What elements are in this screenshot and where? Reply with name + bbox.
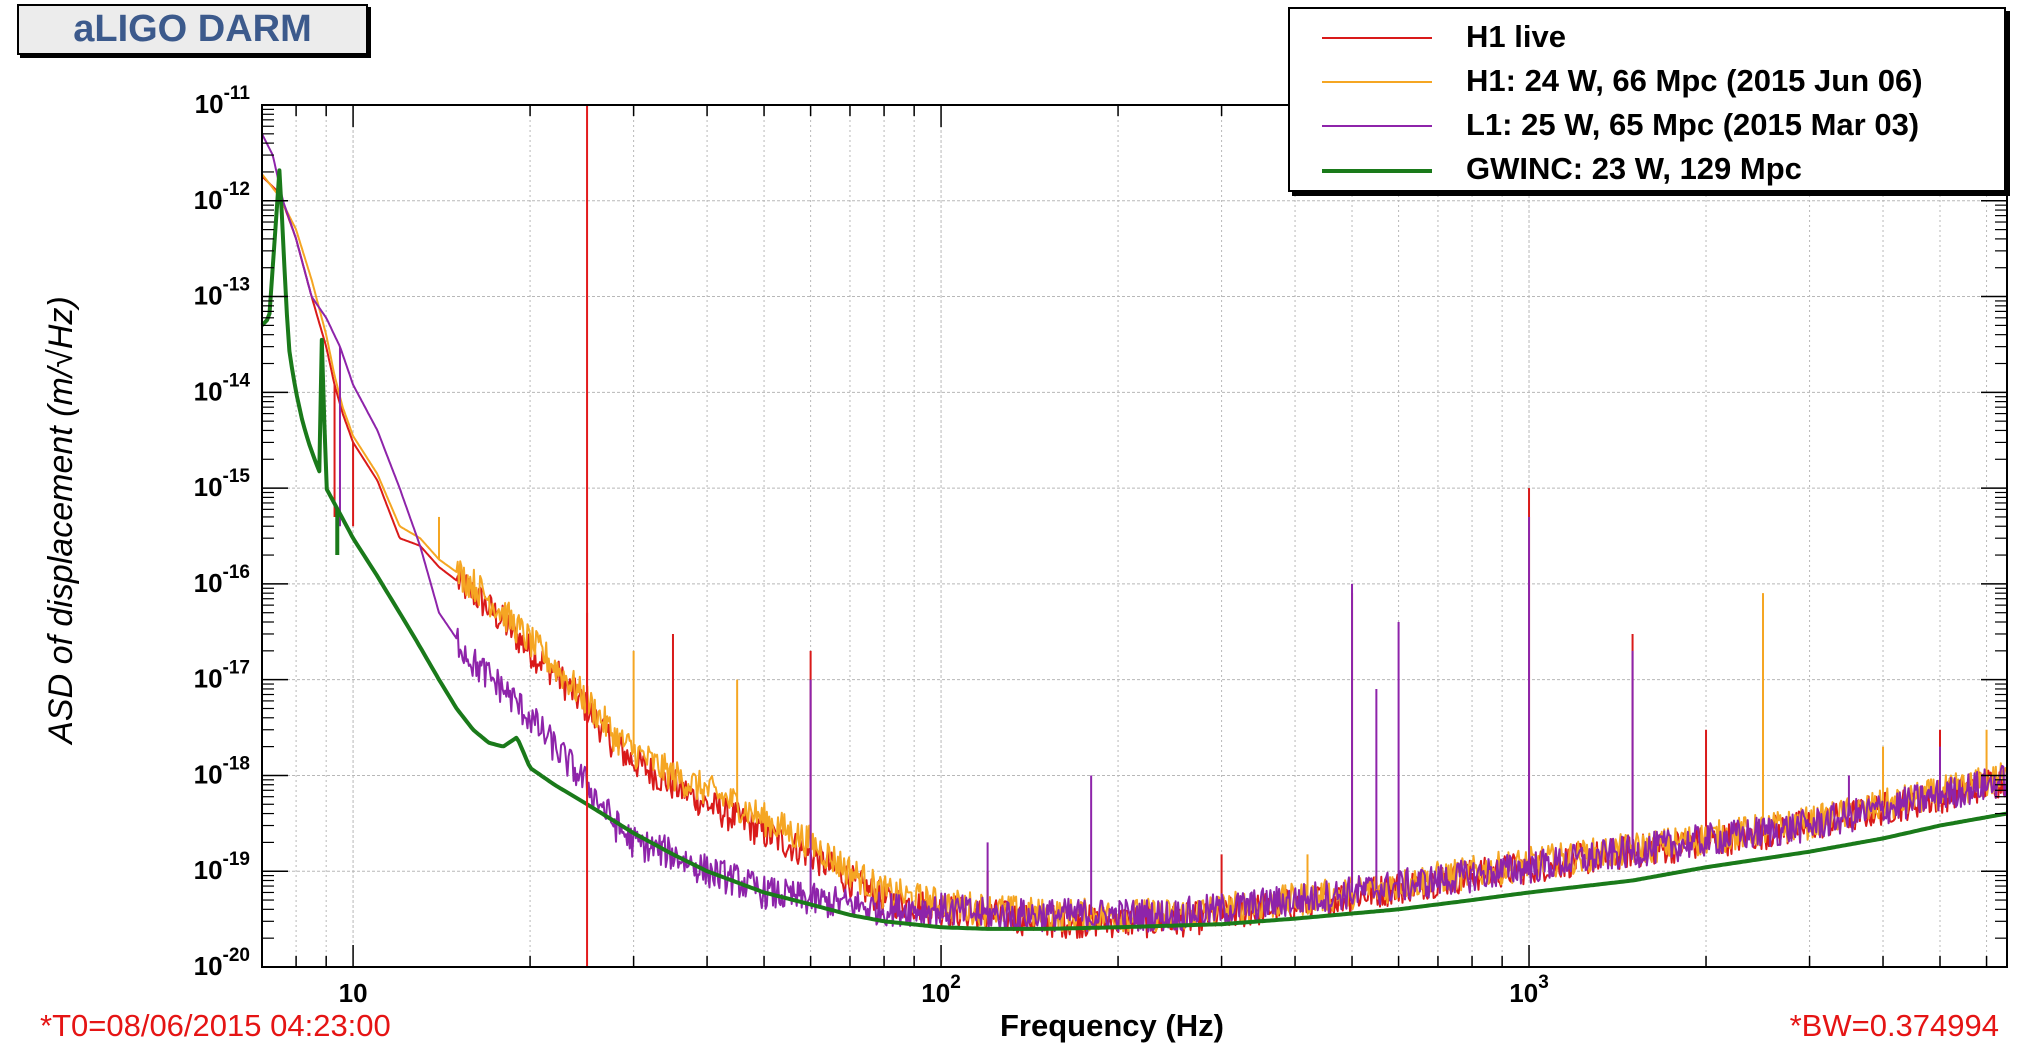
legend-label-h1-live: H1 live [1466,19,1566,54]
y-tick-label: 10-13 [194,275,250,311]
y-tick-label: 10-18 [194,753,250,789]
chart-title: aLIGO DARM [17,4,368,55]
legend-entry-gwinc: GWINC: 23 W, 129 Mpc [1290,147,2004,193]
legend-label-gwinc: GWINC: 23 W, 129 Mpc [1466,151,1802,186]
legend-swatch-gwinc [1322,169,1432,173]
x-tick-label: 10 [339,978,368,1008]
y-axis-label: ASD of displacement (m/√Hz) [42,296,80,746]
series-line-2 [261,133,2008,933]
legend-entry-h1-ref: H1: 24 W, 66 Mpc (2015 Jun 06) [1290,59,2004,105]
legend-entry-l1-ref: L1: 25 W, 65 Mpc (2015 Mar 03) [1290,103,2004,149]
y-tick-label: 10-14 [194,370,251,406]
axis-ticks: 10-11 10-12 10-13 10-14 10-15 10-16 10-17 10-18… [194,83,2007,1008]
legend-label-l1-ref: L1: 25 W, 65 Mpc (2015 Mar 03) [1466,107,1920,142]
y-tick-label: 10-12 [194,179,250,215]
legend-swatch-h1-ref [1322,81,1432,83]
y-tick-label: 10-16 [194,562,250,598]
series-line-3 [260,168,2008,931]
y-tick-label: 10-15 [194,466,251,502]
plot-frame [261,104,2008,968]
bandwidth-label: *BW=0.374994 [1789,1008,1999,1043]
t0-label: *T0=08/06/2015 04:23:00 [40,1008,391,1043]
grid [261,104,2007,968]
y-tick-label: 10-11 [195,83,251,119]
legend-swatch-l1-ref [1322,125,1432,127]
x-axis-label: Frequency (Hz) [1000,1008,1224,1043]
legend-entry-h1-live: H1 live [1290,15,2004,61]
series-layer [260,105,2008,967]
legend: H1 live H1: 24 W, 66 Mpc (2015 Jun 06) L… [1288,7,2006,192]
series-line-1 [261,173,2008,933]
y-tick-label: 10-19 [194,849,250,885]
y-tick-label: 10-17 [194,658,250,694]
y-tick-label: 10-20 [194,945,250,981]
x-tick-label: 103 [1509,972,1549,1008]
legend-swatch-h1-live [1322,37,1432,39]
legend-label-h1-ref: H1: 24 W, 66 Mpc (2015 Jun 06) [1466,63,1923,98]
x-tick-label: 102 [921,972,961,1008]
